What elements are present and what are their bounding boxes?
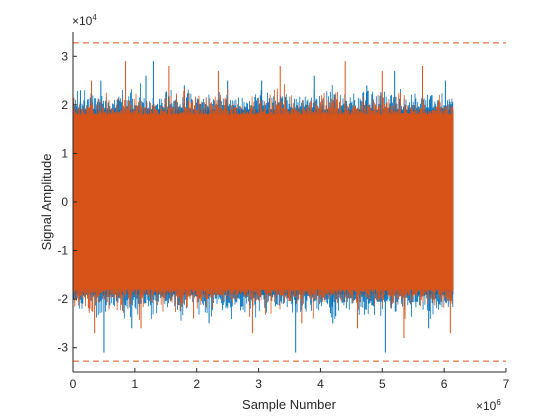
x-tick-label-6: 6 (441, 377, 448, 391)
x-multiplier-label: ×106 (476, 398, 501, 413)
series-layer (72, 61, 454, 353)
x-tick-label-2: 2 (193, 377, 200, 391)
y-tick-label-1: -2 (57, 292, 68, 306)
x-tick-label-4: 4 (317, 377, 324, 391)
x-tick-label-1: 1 (132, 377, 139, 391)
x-tick-label-3: 3 (255, 377, 262, 391)
y-multiplier-label: ×104 (72, 13, 97, 28)
y-multiplier-exponent: 4 (92, 13, 97, 22)
x-tick-label-7: 7 (503, 377, 510, 391)
y-tick-label-6: 3 (61, 49, 68, 63)
y-tick-label-3: 0 (61, 195, 68, 209)
y-tick-label-5: 2 (61, 98, 68, 112)
series-1 (72, 61, 454, 338)
series-1-noise (72, 84, 454, 320)
x-tick-label-0: 0 (70, 377, 77, 391)
y-axis-label: Signal Amplitude (39, 154, 54, 251)
reference-lines (73, 42, 506, 362)
x-axis-label: Sample Number (242, 397, 337, 412)
y-tick-label-0: -3 (57, 341, 68, 355)
y-ticks: -3 -2 -1 0 1 2 3 (57, 49, 77, 355)
x-multiplier-base: ×10 (476, 399, 497, 413)
y-tick-label-4: 1 (61, 146, 68, 160)
x-multiplier-exponent: 6 (496, 398, 501, 407)
x-ticks: 0 1 2 3 4 5 6 7 (70, 368, 510, 391)
x-tick-label-5: 5 (379, 377, 386, 391)
y-multiplier-base: ×10 (72, 14, 93, 28)
y-tick-label-2: -1 (57, 244, 68, 258)
